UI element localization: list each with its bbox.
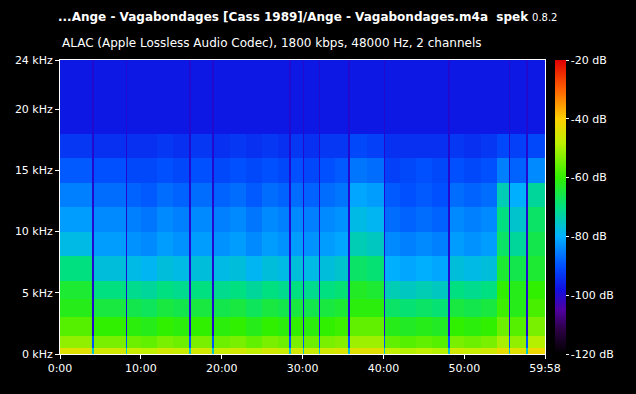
svg-text:20:00: 20:00 bbox=[206, 362, 238, 375]
svg-text:0:00: 0:00 bbox=[48, 362, 73, 375]
svg-text:10:00: 10:00 bbox=[125, 362, 157, 375]
svg-text:0 kHz: 0 kHz bbox=[22, 348, 53, 361]
svg-text:-120 dB: -120 dB bbox=[571, 348, 614, 361]
svg-text:-40 dB: -40 dB bbox=[571, 113, 607, 126]
svg-text:-20 dB: -20 dB bbox=[571, 54, 607, 67]
svg-text:30:00: 30:00 bbox=[287, 362, 319, 375]
svg-text:...Ange - Vagabondages [Cass 1: ...Ange - Vagabondages [Cass 1989]/Ange … bbox=[58, 10, 557, 24]
svg-text:59:58: 59:58 bbox=[529, 362, 561, 375]
svg-text:-60 dB: -60 dB bbox=[571, 171, 607, 184]
svg-text:24 kHz: 24 kHz bbox=[15, 54, 53, 67]
svg-text:20 kHz: 20 kHz bbox=[15, 103, 53, 116]
svg-text:15 kHz: 15 kHz bbox=[15, 164, 53, 177]
svg-text:5 kHz: 5 kHz bbox=[22, 287, 53, 300]
svg-text:40:00: 40:00 bbox=[368, 362, 400, 375]
svg-text:10 kHz: 10 kHz bbox=[15, 225, 53, 238]
svg-text:50:00: 50:00 bbox=[449, 362, 481, 375]
svg-text:-100 dB: -100 dB bbox=[571, 289, 614, 302]
svg-text:ALAC (Apple Lossless Audio Cod: ALAC (Apple Lossless Audio Codec), 1800 … bbox=[62, 36, 481, 50]
svg-text:-80 dB: -80 dB bbox=[571, 230, 607, 243]
